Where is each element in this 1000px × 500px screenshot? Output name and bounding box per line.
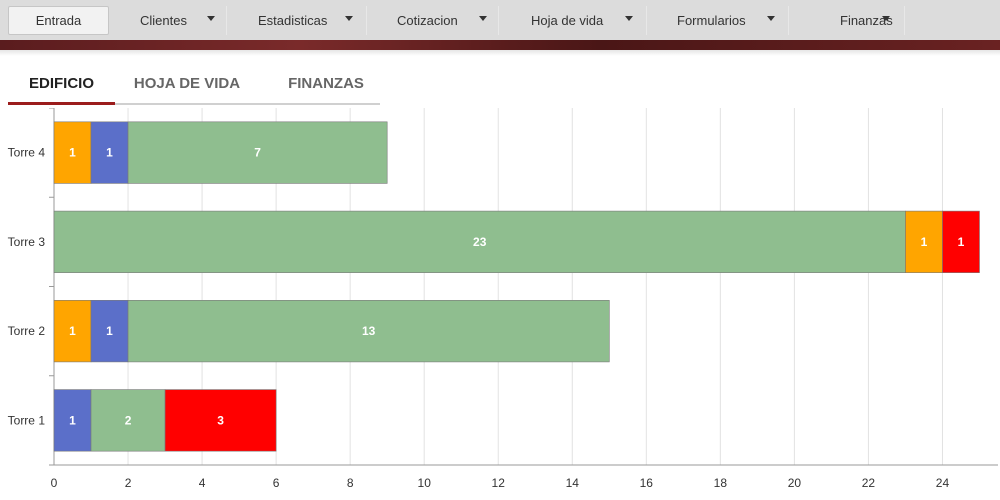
nav-hoja-de-vida-label: Hoja de vida [531, 13, 604, 28]
data-label: 7 [254, 146, 261, 160]
data-label: 1 [69, 146, 76, 160]
x-tick-label: 10 [418, 476, 432, 490]
chevron-down-icon [625, 16, 633, 21]
nav-formularios-label: Formularios [677, 13, 746, 28]
bar-segment [90, 389, 166, 452]
data-label: 1 [958, 235, 965, 249]
bar-segment [53, 300, 92, 363]
tab-active-indicator [8, 102, 115, 105]
x-tick-label: 14 [566, 476, 580, 490]
tab-finanzas[interactable]: FINANZAS [288, 75, 364, 92]
bar-segment [127, 300, 610, 363]
data-label: 1 [69, 324, 76, 338]
x-tick-label: 4 [199, 476, 206, 490]
tab-edificio[interactable]: EDIFICIO [28, 75, 94, 92]
x-tick-label: 2 [125, 476, 132, 490]
x-tick-label: 6 [273, 476, 280, 490]
x-tick-label: 22 [862, 476, 876, 490]
bar-segment [53, 210, 906, 273]
chevron-down-icon [345, 16, 353, 21]
nav-cotizacion-label: Cotizacion [397, 13, 458, 28]
x-tick-label: 0 [51, 476, 58, 490]
nav-clientes-label: Clientes [140, 13, 187, 28]
nav-entrada-label: Entrada [35, 13, 82, 28]
nav-estadisticas-label: Estadisticas [258, 13, 328, 28]
nav-formularios[interactable]: Formularios [651, 6, 789, 35]
data-label: 1 [106, 146, 113, 160]
data-label: 13 [362, 324, 376, 338]
data-label: 2 [125, 413, 132, 427]
header-banner-strip [0, 40, 1000, 50]
x-tick-label: 8 [347, 476, 354, 490]
nav-hoja-de-vida[interactable]: Hoja de vida [503, 6, 647, 35]
nav-entrada[interactable]: Entrada [8, 6, 109, 35]
data-label: 3 [217, 413, 224, 427]
nav-finanzas[interactable]: Finanzas [793, 6, 905, 35]
top-navbar: Entrada Clientes Estadisticas Cotizacion… [0, 0, 1000, 41]
nav-cotizacion[interactable]: Cotizacion [371, 6, 499, 35]
x-tick-label: 16 [640, 476, 654, 490]
chevron-down-icon [207, 16, 215, 21]
chevron-down-icon [882, 16, 890, 21]
x-tick-label: 24 [936, 476, 950, 490]
data-label: 1 [106, 324, 113, 338]
bar-segment [53, 389, 92, 452]
bar-segment [942, 210, 980, 273]
data-label: 23 [473, 235, 487, 249]
bar-segment [53, 121, 92, 184]
bar-segment [90, 121, 129, 184]
tab-bar: EDIFICIO HOJA DE VIDA FINANZAS [8, 62, 380, 106]
data-label: 1 [69, 413, 76, 427]
bar-segment [90, 300, 129, 363]
header-shadow [0, 50, 1000, 56]
nav-finanzas-label: Finanzas [840, 13, 893, 28]
nav-estadisticas[interactable]: Estadisticas [231, 6, 367, 35]
chevron-down-icon [479, 16, 487, 21]
bar-segment [164, 389, 277, 452]
x-tick-label: 18 [714, 476, 728, 490]
tab-baseline [8, 103, 380, 105]
category-label: Torre 1 [8, 413, 46, 427]
x-tick-label: 20 [788, 476, 802, 490]
category-label: Torre 4 [8, 146, 46, 160]
tab-hoja-de-vida[interactable]: HOJA DE VIDA [133, 75, 241, 92]
nav-clientes[interactable]: Clientes [113, 6, 227, 35]
x-tick-label: 12 [492, 476, 506, 490]
data-label: 1 [921, 235, 928, 249]
chevron-down-icon [767, 16, 775, 21]
bar-segment [127, 121, 388, 184]
category-label: Torre 3 [8, 235, 46, 249]
category-label: Torre 2 [8, 324, 46, 338]
